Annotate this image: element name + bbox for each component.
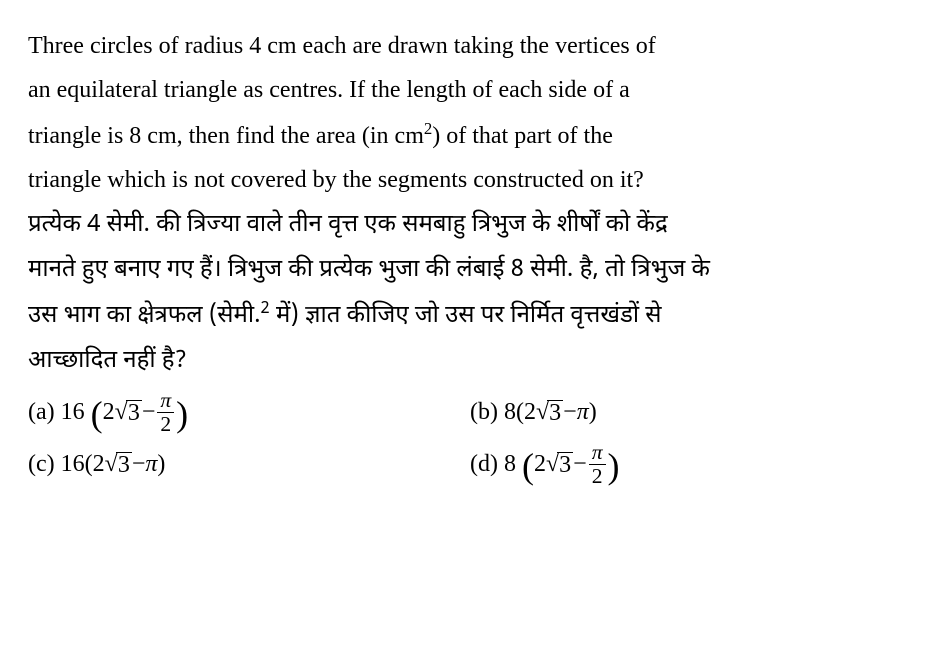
option-c-label: (c) xyxy=(28,442,55,486)
sqrt-icon: √3 xyxy=(105,442,132,486)
option-d-inner-coef: 2 xyxy=(534,442,546,486)
minus-icon: − xyxy=(573,442,587,486)
option-d: (d) 8 (2√3 − π2) xyxy=(470,441,912,487)
lparen-icon: ( xyxy=(91,400,103,429)
option-d-frac-num: π xyxy=(590,441,605,464)
sqrt-icon: √3 xyxy=(115,390,142,434)
option-c-math: 16(2√3 − π) xyxy=(61,442,166,486)
option-b-math: 8(2√3 − π) xyxy=(504,390,597,434)
english-sup: 2 xyxy=(424,119,432,138)
options-grid: (a) 16 (2√3 − π2) (b) 8(2√3 − π) (c) 16(… xyxy=(28,389,912,488)
option-c-coef: 16 xyxy=(61,442,85,486)
hindi-line3-prefix: उस भाग का क्षेत्रफल (सेमी. xyxy=(28,300,261,332)
option-b-coef: 8 xyxy=(504,390,516,434)
option-c-pi: π xyxy=(145,442,157,486)
english-question: Three circles of radius 4 cm each are dr… xyxy=(28,24,912,203)
option-d-frac: π2 xyxy=(589,441,606,487)
english-line3-prefix: triangle is 8 cm, then find the area (in… xyxy=(28,123,424,149)
option-d-math: 8 (2√3 − π2) xyxy=(504,441,620,487)
option-b-label: (b) xyxy=(470,390,498,434)
rparen-icon: ) xyxy=(608,452,620,481)
option-b-sqrt-body: 3 xyxy=(547,400,563,425)
english-line3-suffix: ) of that part of the xyxy=(432,123,613,149)
sqrt-icon: √3 xyxy=(536,390,563,434)
option-c-inner-coef: 2 xyxy=(93,442,105,486)
option-a-frac-den: 2 xyxy=(157,412,174,436)
option-b-pi: π xyxy=(577,390,589,434)
option-a-inner-coef: 2 xyxy=(103,390,115,434)
option-a-coef: 16 xyxy=(61,390,85,434)
hindi-line1: प्रत्येक 4 सेमी. की त्रिज्या वाले तीन वृ… xyxy=(28,209,668,241)
option-a-frac: π2 xyxy=(157,389,174,435)
hindi-line4: आच्छादित नहीं है? xyxy=(28,345,187,377)
english-line2: an equilateral triangle as centres. If t… xyxy=(28,77,630,103)
english-line1: Three circles of radius 4 cm each are dr… xyxy=(28,33,656,59)
option-d-label: (d) xyxy=(470,442,498,486)
english-line4: triangle which is not covered by the seg… xyxy=(28,167,644,193)
hindi-line3-suffix: में) ज्ञात कीजिए जो उस पर निर्मित वृत्तख… xyxy=(270,300,662,332)
option-d-frac-den: 2 xyxy=(589,464,606,488)
hindi-sup: 2 xyxy=(261,298,270,320)
option-d-coef: 8 xyxy=(504,442,516,486)
option-c-sqrt-body: 3 xyxy=(116,452,132,477)
option-b-inner-coef: 2 xyxy=(524,390,536,434)
lparen-icon: ( xyxy=(522,452,534,481)
hindi-question: प्रत्येक 4 सेमी. की त्रिज्या वाले तीन वृ… xyxy=(28,203,912,385)
option-b: (b) 8(2√3 − π) xyxy=(470,389,912,435)
rparen-icon: ) xyxy=(176,400,188,429)
minus-icon: − xyxy=(142,390,156,434)
option-a-frac-num: π xyxy=(158,389,173,412)
option-a-sqrt-body: 3 xyxy=(126,400,142,425)
minus-icon: − xyxy=(563,390,577,434)
option-a: (a) 16 (2√3 − π2) xyxy=(28,389,470,435)
option-d-sqrt-body: 3 xyxy=(557,452,573,477)
option-a-math: 16 (2√3 − π2) xyxy=(61,389,189,435)
option-c: (c) 16(2√3 − π) xyxy=(28,441,470,487)
option-a-label: (a) xyxy=(28,390,55,434)
minus-icon: − xyxy=(132,442,146,486)
hindi-line2: मानते हुए बनाए गए हैं। त्रिभुज की प्रत्य… xyxy=(28,254,710,286)
sqrt-icon: √3 xyxy=(546,442,573,486)
